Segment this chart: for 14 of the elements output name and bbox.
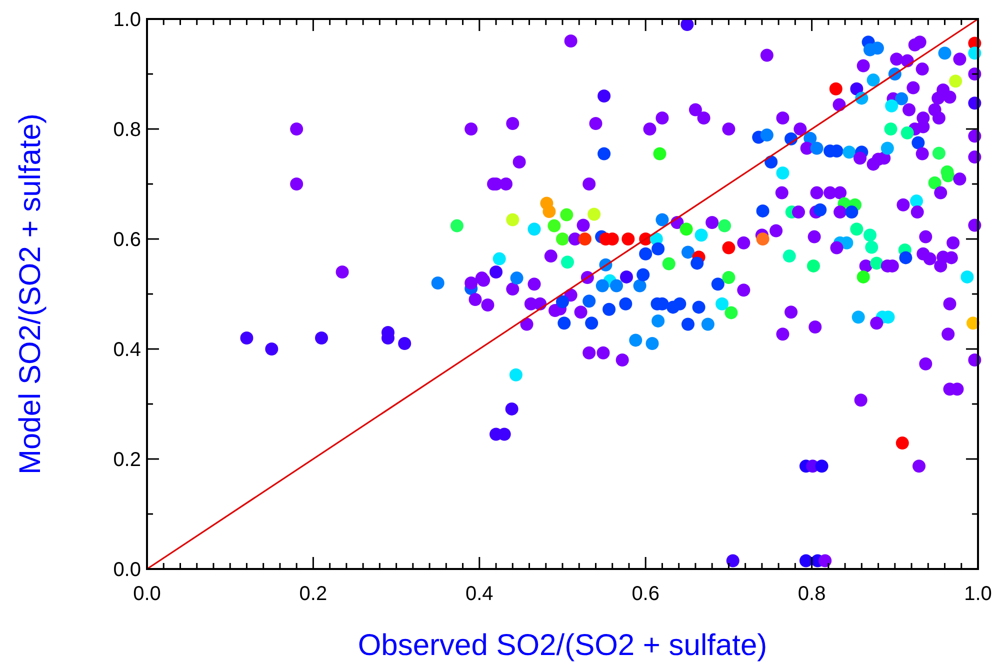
y-tick-label: 0.2 (113, 449, 141, 471)
y-tick-label: 0.0 (113, 559, 141, 581)
y-tick-label: 0.6 (113, 229, 141, 251)
y-axis-title: Model SO2/(SO2 + sulfate) (14, 114, 47, 474)
y-tick-label: 0.8 (113, 119, 141, 141)
x-tick-label: 1.0 (964, 583, 992, 605)
x-axis-title: Observed SO2/(SO2 + sulfate) (358, 629, 768, 662)
x-tick-label: 0.6 (632, 583, 660, 605)
x-tick-label: 0.2 (299, 583, 328, 605)
y-tick-label: 0.4 (113, 339, 141, 361)
x-tick-label: 0.8 (798, 583, 826, 605)
y-tick-label: 1.0 (113, 9, 141, 31)
x-tick-label: 0.4 (465, 583, 494, 605)
x-tick-label: 0.0 (133, 583, 161, 605)
